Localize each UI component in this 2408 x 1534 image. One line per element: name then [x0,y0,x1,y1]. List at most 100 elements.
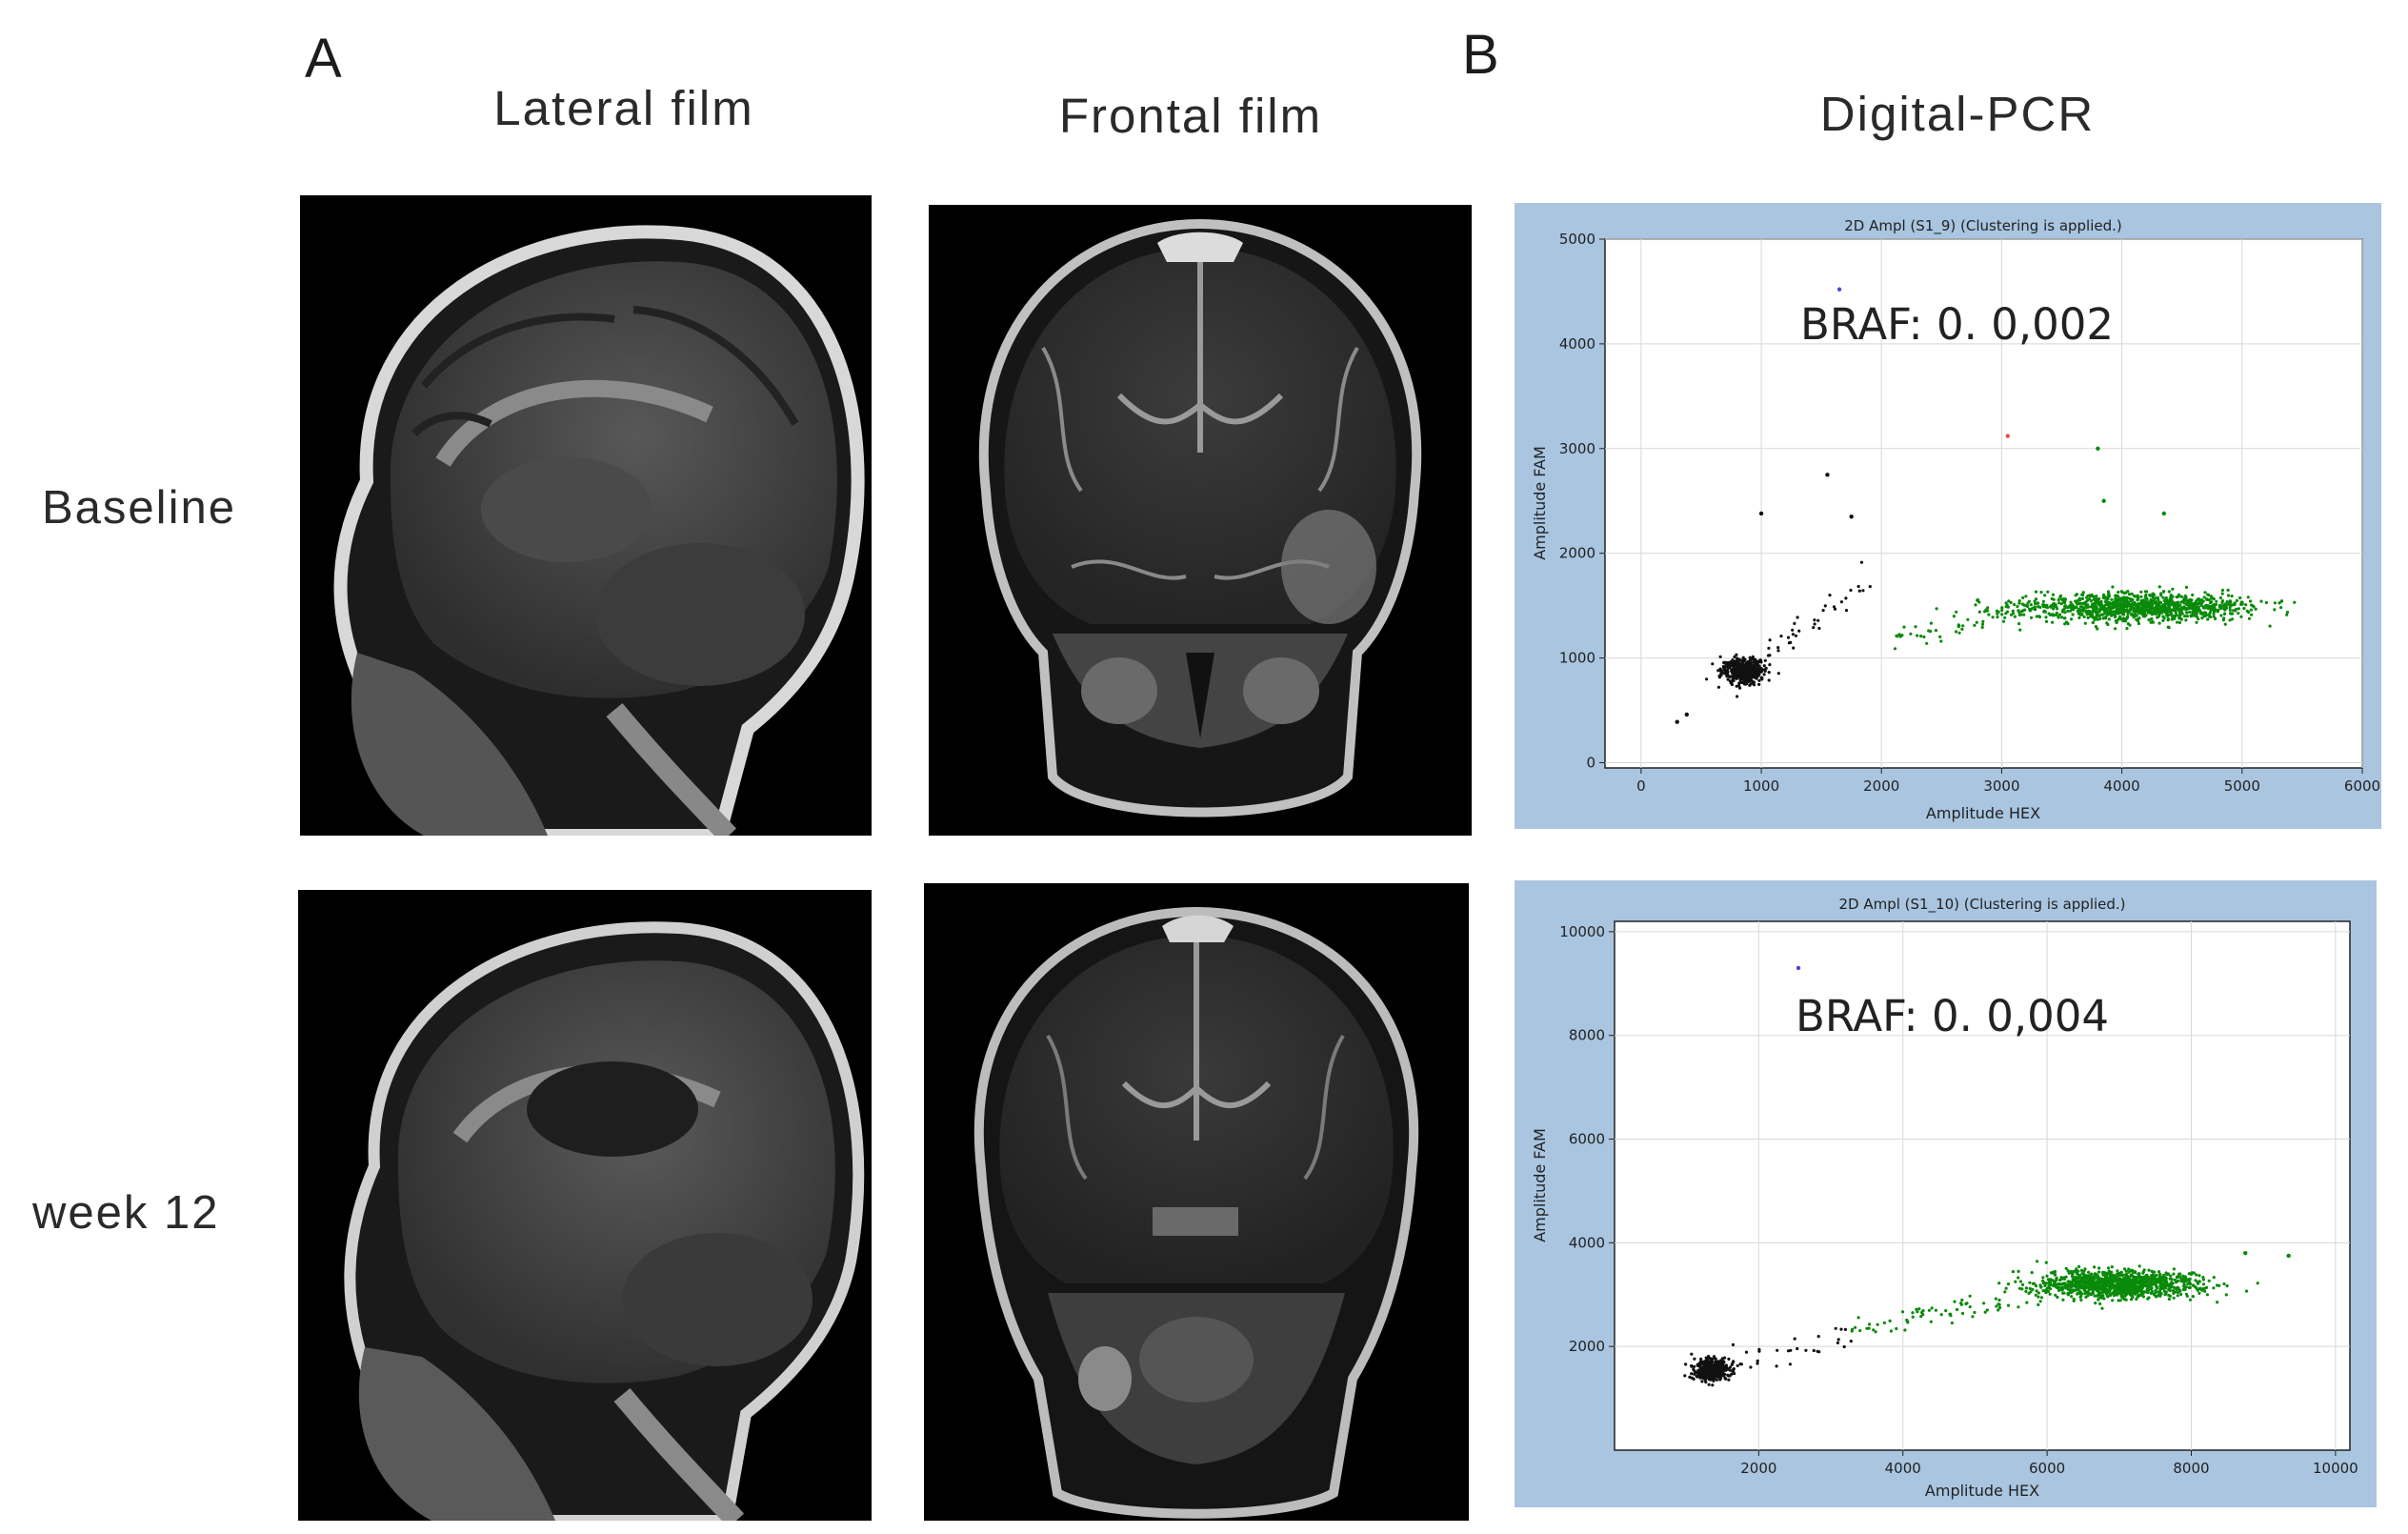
y-tick-label: 2000 [1569,1338,1605,1355]
data-point [1768,654,1772,657]
data-point [2232,609,2236,613]
data-point [1700,1361,1704,1364]
data-point [2203,1289,2207,1293]
data-point [1973,623,1977,627]
data-point [2128,623,2132,627]
data-point [2235,607,2238,611]
x-tick-label: 4000 [1885,1460,1921,1477]
data-point [2146,1289,2150,1293]
data-point [2107,594,2111,597]
data-point [2163,609,2167,613]
data-point [1955,1307,1959,1312]
data-point [2064,1266,2068,1270]
data-point [2141,1270,2145,1274]
data-point [2083,1289,2087,1293]
data-point [1727,1357,1731,1361]
data-point [1843,1327,1847,1331]
data-point [2187,1285,2191,1290]
data-point [2104,615,2108,618]
data-point [2200,616,2204,620]
data-point [2112,1283,2116,1287]
data-point [2017,1305,2020,1309]
data-point [1713,1355,1716,1359]
data-point [1786,636,1791,639]
data-point [2135,614,2138,617]
data-point [1960,1311,1965,1316]
data-point [2096,613,2099,616]
data-point [2079,601,2083,605]
data-point [2025,1301,2029,1304]
data-point [1952,615,1956,618]
data-point [2179,617,2183,621]
x-tick-label: 3000 [1983,777,2019,795]
data-point [2212,597,2216,601]
data-point [2205,1293,2209,1297]
data-point [2189,606,2193,610]
data-point [1735,670,1739,675]
data-point [2128,1286,2132,1290]
data-point [2121,601,2125,605]
data-point [2081,591,2085,595]
data-point [2247,616,2252,620]
outlier-point [1849,515,1854,519]
data-point [1828,594,1832,597]
data-point [2081,1285,2085,1290]
data-point [2052,607,2056,611]
data-point [2167,613,2172,616]
data-point [2098,616,2102,621]
y-tick-label: 10000 [1559,923,1605,940]
data-point [2175,1287,2178,1292]
data-point [2133,1284,2137,1288]
data-point [2092,616,2096,619]
data-point [2146,1297,2150,1301]
data-point [2009,600,2013,604]
data-point [2036,1260,2039,1263]
data-point [2004,601,2008,605]
data-point [1755,676,1758,680]
data-point [2152,609,2156,613]
data-point [2077,1286,2080,1290]
data-point [2060,616,2064,619]
data-point [2197,617,2200,621]
data-point [1974,603,1977,607]
x-tick-label: 8000 [2173,1460,2209,1477]
data-point [2017,599,2021,603]
data-point [1900,1310,1905,1314]
data-point [2035,615,2038,618]
data-point [2219,614,2223,617]
data-point [2153,1276,2157,1280]
data-point [2157,598,2160,602]
data-point [1739,680,1743,684]
data-point [2034,1284,2038,1288]
data-point [2105,621,2109,625]
data-point [1968,1294,1972,1298]
data-point [2195,1273,2198,1277]
data-point [2131,1268,2135,1272]
data-point [2164,1290,2168,1294]
data-point [2031,1282,2035,1285]
data-point [2083,621,2087,625]
data-point [2022,603,2026,607]
data-point [2132,616,2136,619]
data-point [1857,589,1861,593]
data-point [2142,1282,2147,1286]
y-tick-label: 8000 [1569,1027,1605,1044]
data-point [2230,617,2235,621]
data-point [2130,1290,2134,1294]
data-point [2094,1273,2097,1277]
data-point [2069,600,2073,604]
data-point [2074,1288,2077,1292]
data-point [1849,588,1853,593]
data-point [1816,618,1820,622]
data-point [2172,1285,2176,1289]
data-point [1688,1375,1692,1379]
data-point [2126,602,2130,606]
data-point [1690,1372,1694,1376]
data-point [1718,668,1723,673]
data-point [2041,599,2045,603]
data-point [2244,1289,2249,1293]
data-point [2102,609,2107,614]
data-point [2114,601,2117,605]
data-point [2099,1285,2103,1289]
data-point [2101,595,2105,600]
